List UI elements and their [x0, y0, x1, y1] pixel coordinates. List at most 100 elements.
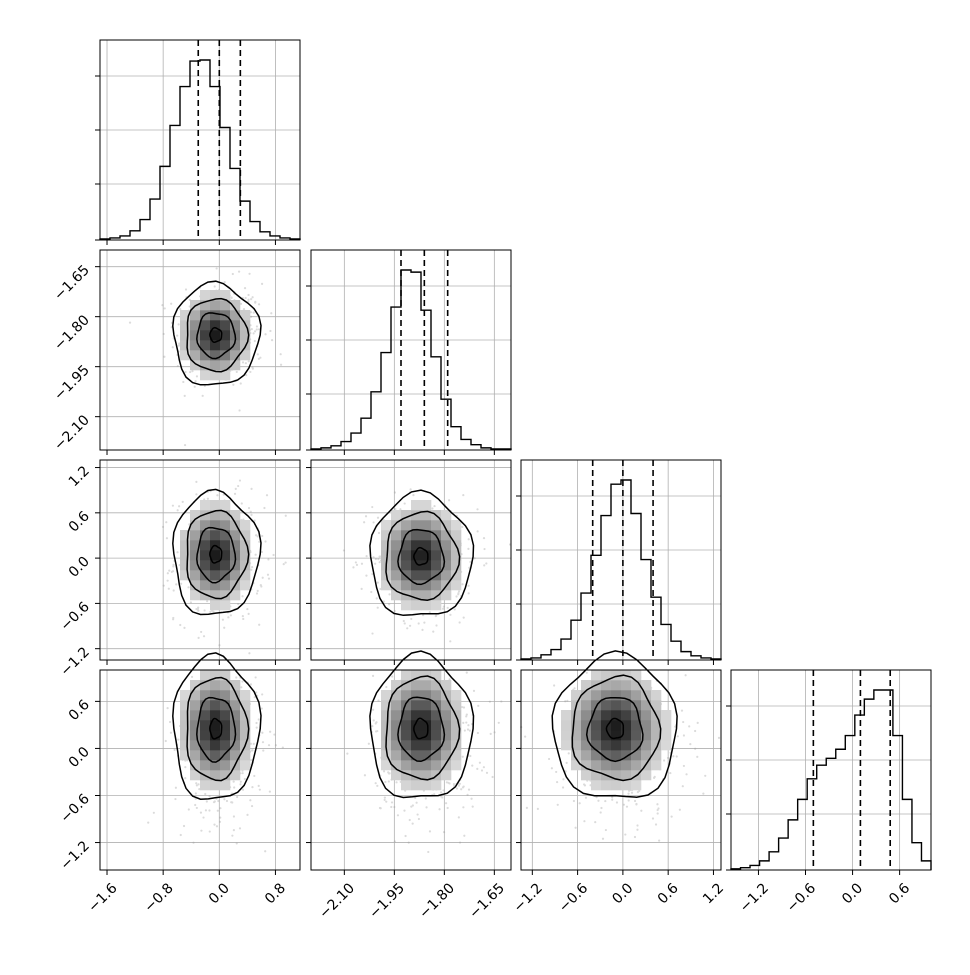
scatter-point [416, 802, 418, 804]
scatter-point [658, 840, 660, 842]
density-cell [591, 740, 601, 750]
density-cell [210, 600, 220, 610]
scatter-point [583, 820, 585, 822]
scatter-point [408, 842, 410, 844]
scatter-point [200, 811, 202, 813]
scatter-point [283, 563, 285, 565]
scatter-point [395, 781, 397, 783]
scatter-point [194, 386, 196, 388]
scatter-point [171, 571, 173, 573]
scatter-point [467, 724, 469, 726]
scatter-point [216, 825, 218, 827]
scatter-point [466, 794, 468, 796]
scatter-point [226, 800, 228, 802]
scatter-point [443, 831, 445, 833]
scatter-point [683, 765, 685, 767]
density-cell [441, 570, 451, 580]
scatter-point [640, 810, 642, 812]
density-cell [240, 520, 250, 530]
density-cell [561, 710, 571, 720]
density-cell [631, 760, 641, 770]
scatter-point [372, 521, 374, 523]
scatter-point [393, 806, 395, 808]
x-tick-label: 0.8 [262, 880, 289, 907]
scatter-point [483, 564, 485, 566]
scatter-point [270, 312, 272, 314]
density-cell [381, 540, 391, 550]
scatter-point [239, 479, 241, 481]
scatter-point [184, 766, 186, 768]
density-cell [651, 760, 661, 770]
scatter-point [463, 785, 465, 787]
scatter-point [245, 362, 247, 364]
scatter-point [251, 566, 253, 568]
density-cell [391, 700, 401, 710]
scatter-point [564, 700, 566, 702]
density-cell [431, 600, 441, 610]
scatter-point [388, 603, 390, 605]
scatter-point [248, 507, 250, 509]
scatter-point [235, 488, 237, 490]
scatter-point [379, 555, 381, 557]
scatter-point [178, 323, 180, 325]
panel-grid-3-3: −1.2−0.60.00.6 [726, 670, 931, 916]
scatter-point [246, 814, 248, 816]
scatter-point [253, 743, 255, 745]
scatter-point [192, 842, 194, 844]
density-cell [401, 760, 411, 770]
scatter-point [239, 783, 241, 785]
scatter-point [236, 842, 238, 844]
scatter-point [165, 740, 167, 742]
density-cell [190, 530, 200, 540]
scatter-point [594, 821, 596, 823]
scatter-point [442, 608, 444, 610]
scatter-point [377, 582, 379, 584]
scatter-point [397, 814, 399, 816]
scatter-point [490, 733, 492, 735]
density-cell [210, 360, 220, 370]
density-cell [661, 730, 671, 740]
density-cell [220, 540, 230, 550]
density-cell [451, 690, 461, 700]
scatter-point [562, 786, 564, 788]
scatter-point [263, 507, 265, 509]
scatter-point [465, 715, 467, 717]
density-cell [180, 730, 190, 740]
scatter-point [264, 540, 266, 542]
scatter-point [462, 722, 464, 724]
scatter-point [671, 816, 673, 818]
scatter-point [230, 614, 232, 616]
density-cell [200, 720, 210, 730]
scatter-point [404, 622, 406, 624]
scatter-point [374, 563, 376, 565]
density-cell [431, 560, 441, 570]
density-cell [190, 520, 200, 530]
scatter-point [200, 631, 202, 633]
scatter-point [373, 719, 375, 721]
scatter-point [184, 444, 186, 446]
scatter-point [365, 575, 367, 577]
density-cell [200, 780, 210, 790]
density-cell [451, 520, 461, 530]
scatter-point [468, 592, 470, 594]
scatter-point [176, 551, 178, 553]
scatter-point [380, 807, 382, 809]
x-tick-label: −1.6 [85, 880, 120, 915]
scatter-point [242, 615, 244, 617]
scatter-point [473, 690, 475, 692]
density-cell [240, 580, 250, 590]
scatter-point [417, 813, 419, 815]
density-cell [411, 540, 421, 550]
scatter-point [203, 609, 205, 611]
density-cell [220, 320, 230, 330]
scatter-point [611, 799, 613, 801]
density-cell [200, 540, 210, 550]
density-cell [210, 500, 220, 510]
scatter-point [260, 585, 262, 587]
scatter-point [457, 593, 459, 595]
scatter-point [372, 556, 374, 558]
scatter-point [178, 505, 180, 507]
scatter-point [500, 700, 502, 702]
scatter-point [462, 494, 464, 496]
scatter-point [173, 749, 175, 751]
